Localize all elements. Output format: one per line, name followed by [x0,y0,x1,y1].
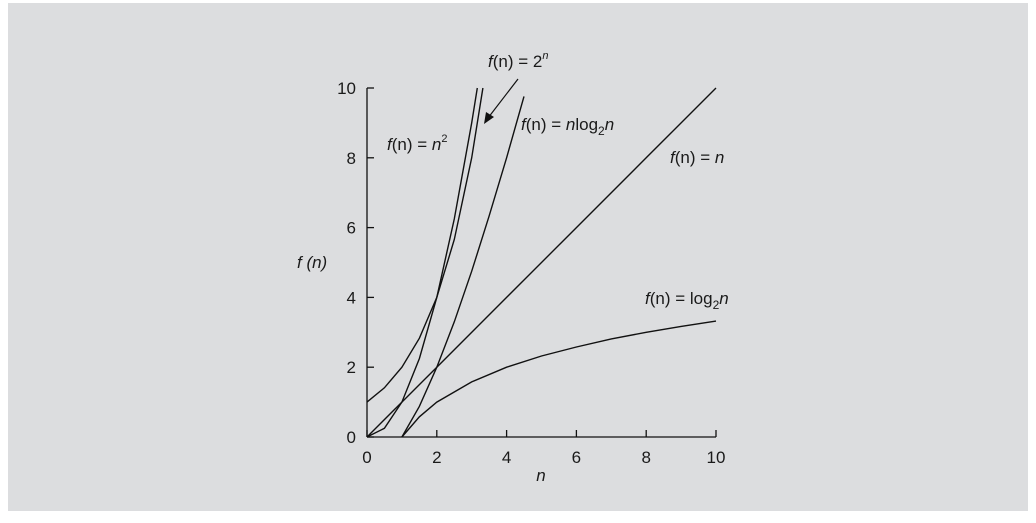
series-line-4 [401,320,717,438]
x-axis-label: n [536,466,545,485]
label-n-squared-mid: (n) = [392,135,432,154]
label-n-log-n-log: log [575,115,598,134]
x-tick-label: 0 [362,448,371,467]
y-tick-label: 10 [337,79,356,98]
label-two-to-n: f(n) = 2n [488,50,548,71]
y-axis-label: f (n) [297,253,327,272]
y-tick-label: 2 [347,358,356,377]
x-tick-label: 8 [641,448,650,467]
label-n-log-n-n1: n [566,115,575,134]
label-log-base: 2 [713,298,720,312]
series-line-3 [366,87,717,438]
label-log-f: f [645,289,652,308]
label-two-to-n-mid: (n) = 2 [493,52,543,71]
label-n-log-n-f: f [521,115,528,134]
label-n-log-n-base: 2 [598,124,605,138]
label-linear: f(n) = n [670,148,724,167]
y-tick-label: 6 [347,219,356,238]
series-line-2 [401,96,525,438]
series-line-1 [366,87,484,403]
label-linear-n: n [715,148,724,167]
label-two-to-n-exp: n [542,50,548,62]
label-n-log-n-mid: (n) = [526,115,566,134]
x-tick-label: 4 [502,448,511,467]
label-two-to-n-f: f [488,52,495,71]
curves [366,87,717,438]
x-tick-label: 6 [572,448,581,467]
label-n-squared: f(n) = n2 [387,133,447,154]
ticks: 0 2 4 6 8 10 0 2 4 6 8 10 [337,79,725,467]
label-two-to-n-arrow [484,78,519,124]
label-log-mid: (n) = log [650,289,713,308]
label-n-log-n-n2: n [605,115,614,134]
label-n-squared-n: n [432,135,441,154]
label-n-squared-f: f [387,135,394,154]
axes [366,88,716,438]
x-tick-label: 10 [707,448,726,467]
x-tick-label: 2 [432,448,441,467]
y-tick-label: 8 [347,149,356,168]
y-tick-label: 4 [347,288,356,307]
label-linear-mid: (n) = [675,148,715,167]
label-log: f(n) = log2n [645,289,729,312]
y-tick-label: 0 [347,428,356,447]
label-n-squared-exp: 2 [441,133,447,145]
series-line-0 [366,87,478,438]
label-n-log-n: f(n) = nlog2n [521,115,614,138]
label-linear-f: f [670,148,677,167]
label-log-n: n [719,289,728,308]
chart-background [8,3,1028,511]
